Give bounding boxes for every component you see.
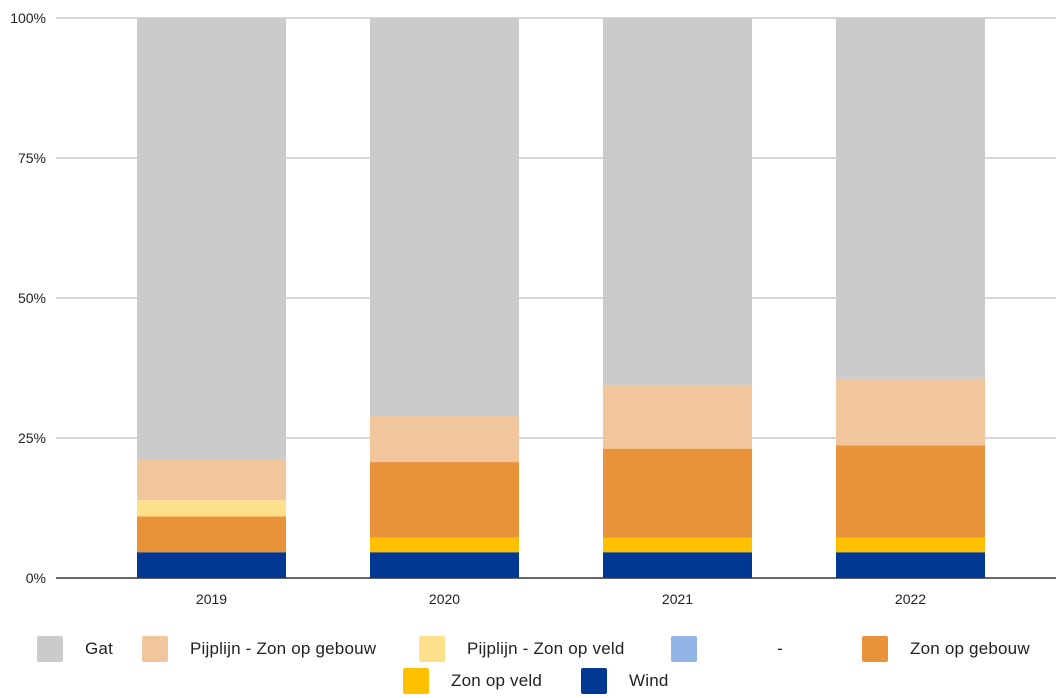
legend-item: Zon op gebouw: [862, 636, 1030, 662]
legend-label: Gat: [85, 639, 114, 658]
bar-segment-gat-2021: [603, 18, 752, 385]
legend-label: Zon op gebouw: [910, 639, 1030, 658]
x-tick-label: 2020: [429, 591, 460, 607]
bar-segment-zon-op-veld-2021: [603, 537, 752, 553]
legend-swatch: [862, 636, 888, 662]
bar-segment-zon-op-gebouw-2022: [836, 445, 985, 538]
bar-segment-pijplijn-zon-op-gebouw-2022: [836, 378, 985, 446]
legend-label: Pijplijn - Zon op veld: [467, 639, 625, 658]
legend-label: -: [777, 639, 783, 658]
x-axis: 2019 2020 2021 2022: [56, 577, 1056, 607]
bar-segment-gat-2022: [836, 18, 985, 379]
y-tick-label: 25%: [18, 430, 46, 446]
y-tick-label: 75%: [18, 150, 46, 166]
legend-swatch: [403, 668, 429, 694]
legend-swatch: [419, 636, 445, 662]
bar-segment-wind-2020: [370, 552, 519, 578]
bar-segment-pijplijn-zon-op-gebouw-2019: [137, 459, 286, 501]
legend-swatch: [671, 636, 697, 662]
legend-swatch: [37, 636, 63, 662]
legend-item: Pijplijn - Zon op veld: [419, 636, 624, 662]
bar-segment-wind-2019: [137, 552, 286, 578]
legend-item: -: [671, 636, 783, 662]
legend-row: Zon op veld Wind: [0, 668, 1056, 698]
y-tick-label: 100%: [10, 10, 46, 26]
y-axis: 0% 25% 50% 75% 100%: [10, 10, 46, 586]
bar-segment-gat-2019: [137, 18, 286, 460]
legend: Gat Pijplijn - Zon op gebouw Pijplijn - Zo…: [0, 628, 1056, 694]
bar-segment-zon-op-gebouw-2021: [603, 448, 752, 538]
bar-segment-pijplijn-zon-op-gebouw-2021: [603, 384, 752, 449]
x-tick-label: 2021: [662, 591, 693, 607]
bar-segment-zon-op-veld-2020: [370, 537, 519, 553]
legend-item: Pijplijn - Zon op gebouw: [142, 636, 376, 662]
y-tick-label: 0%: [26, 570, 46, 586]
bar-segment-zon-op-gebouw-2020: [370, 462, 519, 538]
legend-swatch: [581, 668, 607, 694]
bar-segment-wind-2022: [836, 552, 985, 578]
bars: [137, 18, 985, 578]
legend-row: Gat Pijplijn - Zon op gebouw Pijplijn - Zo…: [0, 636, 1056, 666]
bar-segment-wind-2021: [603, 552, 752, 578]
legend-label: Zon op veld: [451, 671, 543, 690]
bar-segment-zon-op-veld-2022: [836, 537, 985, 553]
bar-segment-zon-op-gebouw-2019: [137, 516, 286, 553]
x-tick-label: 2019: [196, 591, 227, 607]
x-tick-label: 2022: [895, 591, 926, 607]
legend-label: Pijplijn - Zon op gebouw: [190, 639, 377, 658]
bar-segment-pijplijn-zon-op-veld-2019: [137, 500, 286, 517]
legend-label: Wind: [629, 671, 669, 690]
stacked-bar-chart: 0% 25% 50% 75% 100% 2019 2020 2021 2022: [10, 10, 1056, 607]
legend-item: Gat: [37, 636, 113, 662]
y-tick-label: 50%: [18, 290, 46, 306]
legend-swatch: [142, 636, 168, 662]
bar-segment-gat-2020: [370, 18, 519, 417]
legend-item: Wind: [581, 668, 669, 694]
bar-segment-pijplijn-zon-op-gebouw-2020: [370, 416, 519, 463]
legend-item: Zon op veld: [403, 668, 542, 694]
